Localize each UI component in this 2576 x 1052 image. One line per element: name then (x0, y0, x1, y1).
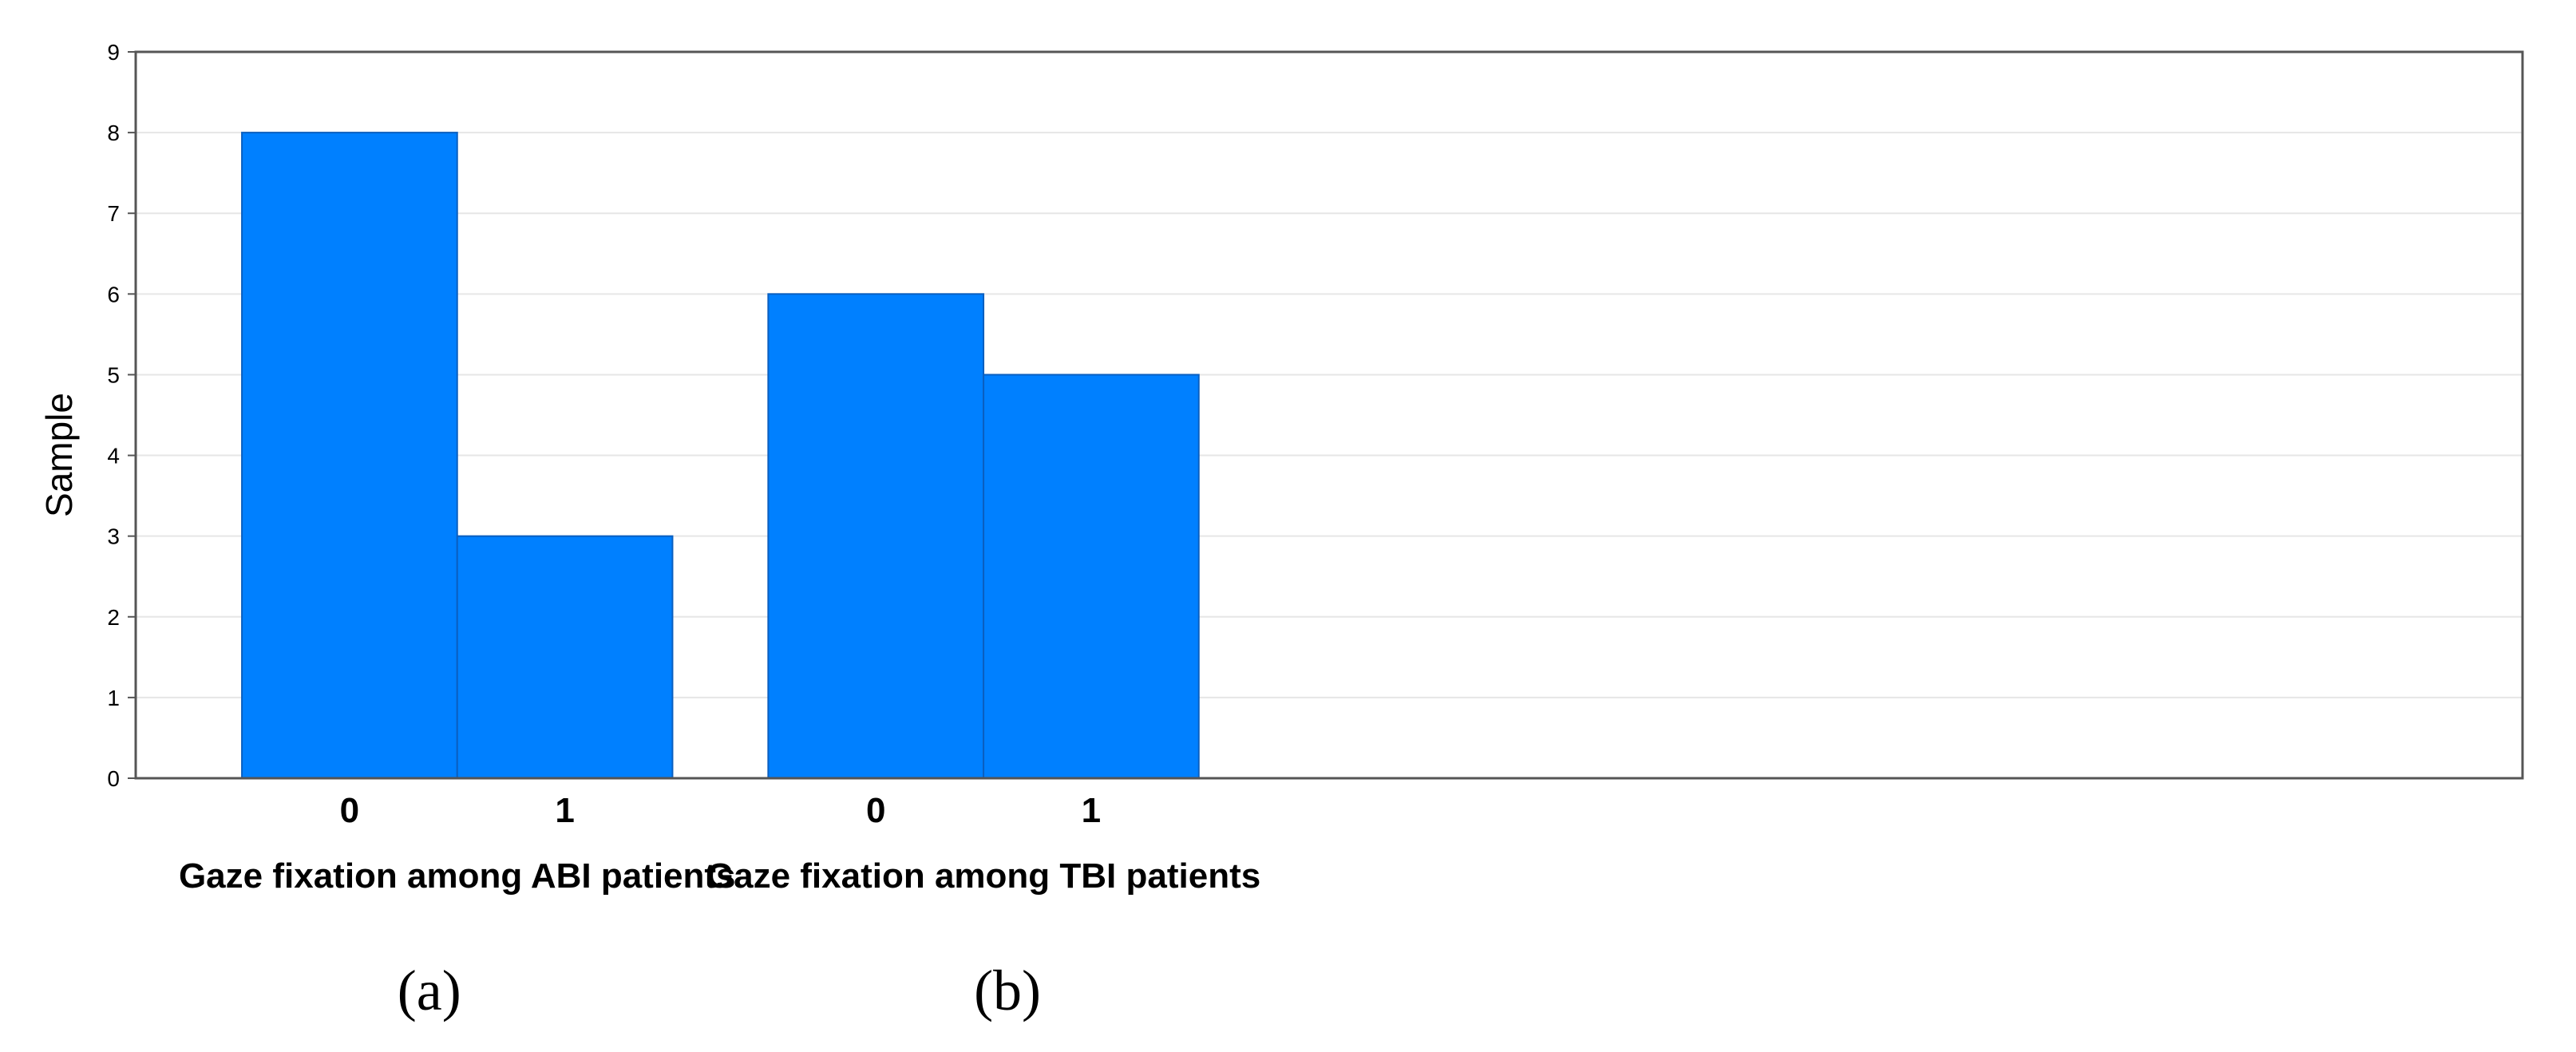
bar (983, 374, 1200, 779)
y-tick-label: 0 (107, 766, 120, 791)
x-axis-ticks: 0 1 0 1 (340, 791, 1101, 830)
plot-frame (134, 50, 2524, 780)
bar (241, 132, 458, 780)
panel-labels: (a) (b) (398, 959, 1041, 1022)
y-tick-label: 6 (107, 282, 120, 307)
y-tick-label: 2 (107, 605, 120, 630)
x-tick-label: 1 (555, 791, 574, 830)
panel-label: (b) (974, 959, 1041, 1022)
x-tick-label: 0 (866, 791, 885, 830)
y-tick-label: 7 (107, 201, 120, 226)
bars (241, 132, 1200, 780)
y-tick-label: 3 (107, 524, 120, 549)
y-axis-ticks: 0 1 2 3 4 5 6 7 8 9 (107, 40, 136, 791)
y-tick-label: 1 (107, 686, 120, 710)
bar (767, 293, 985, 780)
x-tick-label: 1 (1082, 791, 1101, 830)
y-axis-title: Sample (38, 393, 80, 517)
panel-label: (a) (398, 959, 461, 1022)
bar (456, 535, 674, 780)
y-tick-label: 5 (107, 362, 120, 387)
x-axis-title: Gaze fixation among ABI patients (179, 856, 736, 896)
y-tick-label: 8 (107, 121, 120, 145)
y-tick-label: 9 (107, 40, 120, 65)
x-axis-title: Gaze fixation among TBI patients (706, 856, 1260, 896)
y-tick-label: 4 (107, 444, 120, 469)
x-tick-label: 0 (340, 791, 359, 830)
